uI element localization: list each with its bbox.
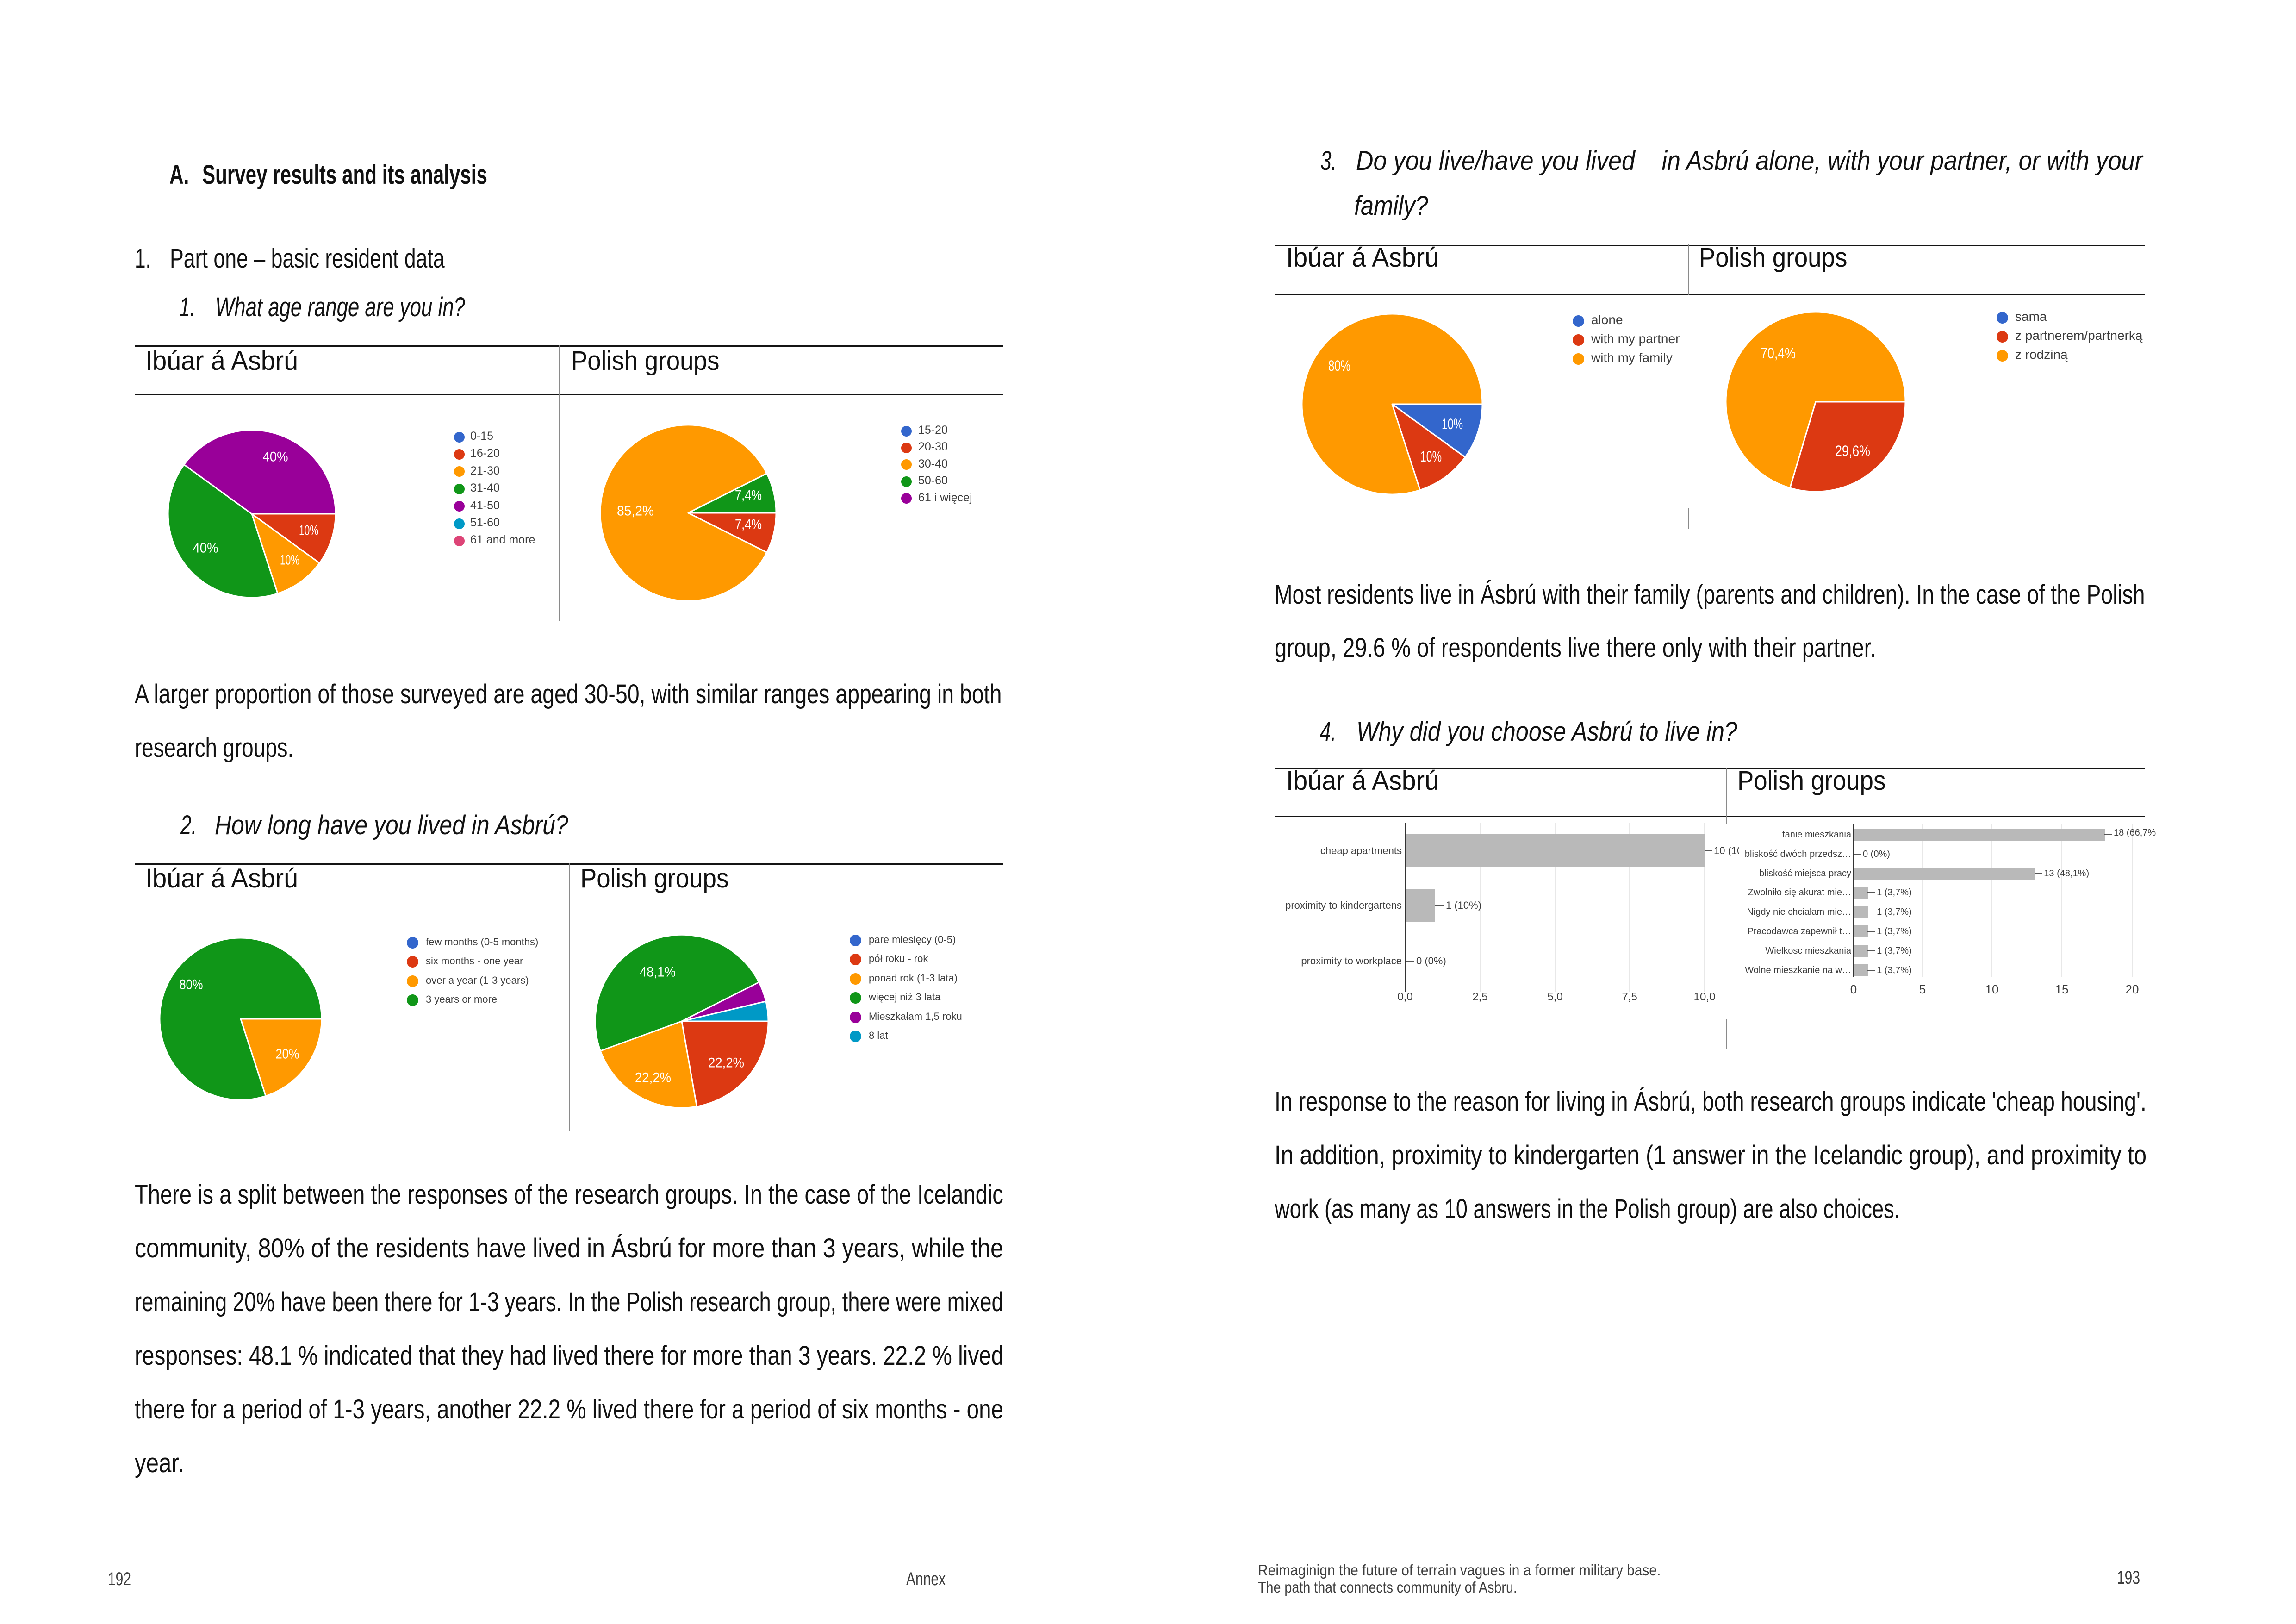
svg-text:22,2%: 22,2% (708, 1056, 744, 1071)
svg-text:70,4%: 70,4% (1761, 345, 1796, 362)
svg-text:10%: 10% (299, 523, 318, 538)
svg-text:20%: 20% (276, 1047, 299, 1062)
svg-text:7,4%: 7,4% (735, 517, 762, 532)
svg-text:10%: 10% (1420, 448, 1442, 465)
svg-text:10%: 10% (1442, 416, 1463, 432)
svg-text:7,4%: 7,4% (735, 488, 762, 503)
svg-text:22,2%: 22,2% (635, 1070, 671, 1086)
svg-text:80%: 80% (1328, 357, 1350, 374)
svg-text:80%: 80% (180, 977, 203, 993)
svg-text:29,6%: 29,6% (1835, 443, 1870, 459)
svg-text:10%: 10% (280, 553, 299, 568)
svg-text:40%: 40% (193, 541, 218, 556)
svg-text:40%: 40% (263, 450, 288, 465)
svg-text:85,2%: 85,2% (617, 504, 654, 519)
svg-text:48,1%: 48,1% (640, 965, 676, 980)
